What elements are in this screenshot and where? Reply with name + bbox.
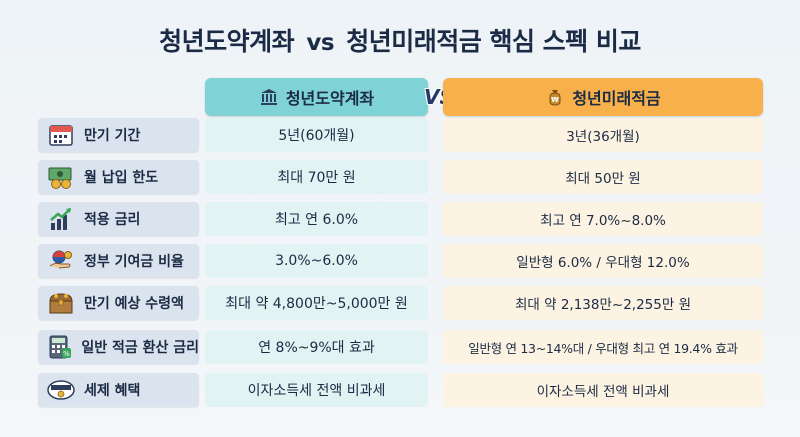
cell-left: 5년(60개월) [205,118,428,152]
column-header-right-label: 청년미래적금 [572,89,661,108]
svg-text:₩: ₩ [551,96,559,104]
row-label: 세제 혜택 [84,383,141,399]
cell-left: 연 8%~9%대 효과 [205,330,428,364]
column-header-left: 청년도약계좌 [205,78,428,116]
title-right: 청년미래적금 [346,27,482,56]
title-vs: vs [306,30,335,56]
row-label-cell: 적용 금리 [38,202,199,236]
title-left: 청년도약계좌 [159,27,295,56]
row-label: 월 납입 한도 [84,170,159,186]
calendar-icon [46,121,76,149]
row-label: 만기 예상 수령액 [84,296,184,312]
cell-right: 이자소득세 전액 비과세 [443,373,763,407]
row-label-cell: 월 납입 한도 [38,160,199,194]
tax-free-icon [46,376,76,404]
title-suffix: 핵심 스펙 비교 [489,27,641,56]
row-label-cell: % 일반 적금 환산 금리 [38,330,199,364]
row-label: 일반 적금 환산 금리 [81,340,199,356]
cell-right: 일반형 6.0% / 우대형 12.0% [443,244,763,278]
government-money-icon [46,247,76,275]
treasure-chest-icon [46,289,76,317]
page-title: 청년도약계좌 vs 청년미래적금 핵심 스펙 비교 [0,22,800,58]
cell-left: 3.0%~6.0% [205,244,428,278]
cell-right: 3년(36개월) [443,118,763,152]
bank-icon [259,87,279,107]
row-label-cell: 세제 혜택 [38,373,199,407]
cell-left: 이자소득세 전액 비과세 [205,373,428,407]
cell-right: 최대 50만 원 [443,160,763,194]
cell-left: 최대 약 4,800만~5,000만 원 [205,286,428,320]
row-label-cell: 만기 기간 [38,118,199,152]
money-bag-icon: ₩ [545,87,565,107]
row-label: 적용 금리 [84,212,141,228]
cell-right: 최고 연 7.0%~8.0% [443,202,763,236]
growth-chart-icon [46,205,76,233]
row-label-cell: 정부 기여금 비율 [38,244,199,278]
calculator-icon: % [46,333,73,361]
row-label-cell: 만기 예상 수령액 [38,286,199,320]
row-label: 만기 기간 [84,128,141,144]
cash-coins-icon [46,163,76,191]
cell-left: 최고 연 6.0% [205,202,428,236]
column-header-left-label: 청년도약계좌 [285,89,375,108]
cell-right: 일반형 연 13~14%대 / 우대형 최고 연 19.4% 효과 [443,330,763,364]
column-header-right: ₩ 청년미래적금 [443,78,763,116]
svg-text:%: % [63,350,70,358]
row-label: 정부 기여금 비율 [84,254,184,270]
cell-left: 최대 70만 원 [205,160,428,194]
cell-right: 최대 약 2,138만~2,255만 원 [443,286,763,320]
